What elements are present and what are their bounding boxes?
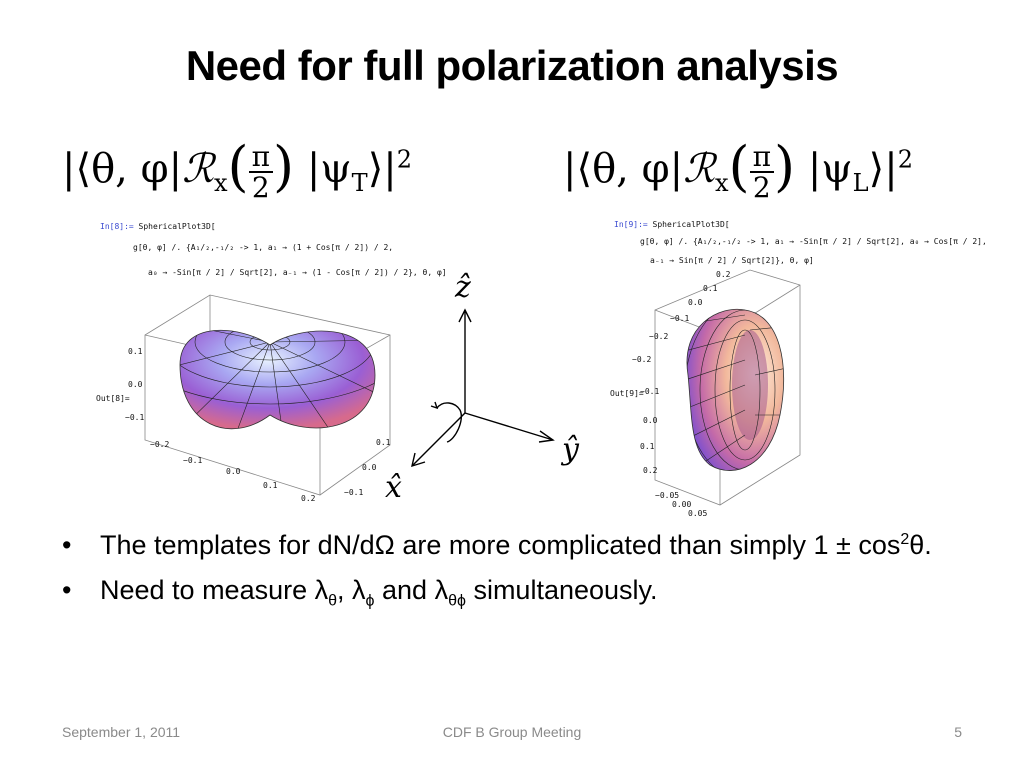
z-axis-label: ẑ	[455, 270, 471, 305]
plot-right-ftick-0: −0.05	[655, 491, 680, 500]
formula-right-ket: |ψ	[807, 146, 853, 192]
plot-right	[654, 269, 801, 506]
formula-left-operator: ℛ	[182, 146, 214, 192]
formula-right-ket-sub: L	[852, 169, 869, 197]
y-axis	[464, 412, 554, 441]
plot-right-ftick-1: 0.00	[672, 500, 692, 509]
plot-right-ltick-0: −0.2	[632, 355, 652, 364]
plot-right-ltick-1: −0.1	[640, 387, 660, 396]
plot-left-ftick-4: 0.2	[301, 494, 316, 503]
plot-left-vtick-2: −0.1	[125, 413, 145, 422]
footer-event: CDF B Group Meeting	[442, 724, 582, 740]
x-axis-label: x̂	[385, 470, 402, 505]
bullet-item: • Need to measure λθ, λϕ and λθϕ simulta…	[62, 575, 658, 610]
formula-left-prefix: |⟨θ, φ|	[62, 146, 183, 192]
plot-right-vtick-4: −0.2	[649, 332, 669, 341]
formula-right: |⟨θ, φ|ℛx(π 2) |ψL⟩|2	[563, 135, 913, 204]
formula-right-operator-sub: x	[715, 169, 729, 197]
code-left-line2: g[θ, φ] /. {A₁/₂,-₁/₂ -> 1, a₁ → (1 + Co…	[133, 243, 394, 252]
formula-left-power: 2	[396, 145, 413, 174]
plot-left-ftick-1: −0.1	[183, 456, 203, 465]
plot-left-vtick-1: 0.0	[128, 380, 143, 389]
plot-left-stick-1: 0.0	[362, 463, 377, 472]
code-right-in-label: In[9]:=	[614, 220, 648, 229]
coordinate-axes	[411, 308, 555, 468]
slide-title: Need for full polarization analysis	[185, 42, 839, 89]
code-right-line2: g[θ, φ] /. {A₁/₂,-₁/₂ -> 1, a₁ → -Sin[π …	[640, 237, 987, 246]
x-axis	[411, 412, 466, 467]
formula-left-operator-sub: x	[214, 169, 228, 197]
code-left-line1-row: In[8]:= SphericalPlot3D[	[100, 222, 216, 231]
formula-left-ket-sub: T	[351, 169, 368, 197]
bullet-item: • The templates for dN/dΩ are more compl…	[62, 530, 932, 560]
plot-right-ftick-2: 0.05	[688, 509, 708, 518]
code-right-out-label: Out[9]=	[610, 389, 644, 398]
plot-right-hole	[732, 330, 768, 440]
plot-right-vtick-2: 0.0	[688, 298, 703, 307]
formula-left: |⟨θ, φ|ℛx(π 2) |ψT⟩|2	[62, 135, 413, 204]
plot-left-ftick-3: 0.1	[263, 481, 278, 490]
formula-right-operator: ℛ	[683, 146, 715, 192]
rotation-arrow	[436, 402, 462, 443]
footer-page-number: 5	[954, 724, 962, 740]
plot-right-vtick-1: 0.1	[703, 284, 718, 293]
plot-left-ftick-2: 0.0	[226, 467, 241, 476]
formula-left-ket: |ψ	[306, 146, 352, 192]
plot-left-surface	[179, 329, 376, 430]
plot-left-vtick-0: 0.1	[128, 347, 143, 356]
code-right-line3: a₋₁ → Sin[π / 2] / Sqrt[2]}, θ, φ]	[650, 256, 814, 265]
plot-right-ltick-2: 0.0	[643, 416, 658, 425]
code-left-in-label: In[8]:=	[100, 222, 134, 231]
plot-right-vtick-0: 0.2	[716, 270, 731, 279]
plot-left-stick-2: −0.1	[344, 488, 364, 497]
formula-right-power: 2	[897, 145, 913, 174]
code-right-line1-row: In[9]:= SphericalPlot3D[	[614, 220, 730, 229]
bullet-list: • The templates for dN/dΩ are more compl…	[62, 528, 942, 622]
code-left-out-label: Out[8]=	[96, 394, 130, 403]
code-right-line1: SphericalPlot3D[	[652, 220, 730, 229]
formula-right-prefix: |⟨θ, φ|	[563, 146, 684, 192]
formula-left-suffix: ⟩|	[367, 146, 397, 192]
footer-date: September 1, 2011	[62, 724, 181, 740]
plot-left-stick-0: 0.1	[376, 438, 391, 447]
plot-right-ltick-4: 0.2	[643, 466, 658, 475]
plot-left	[144, 294, 391, 496]
code-left-line1: SphericalPlot3D[	[138, 222, 216, 231]
plot-left-ftick-0: −0.2	[150, 440, 170, 449]
plot-right-ltick-3: 0.1	[640, 442, 655, 451]
y-axis-label: ŷ	[562, 432, 579, 467]
plot-right-vtick-3: −0.1	[670, 314, 690, 323]
formula-right-suffix: ⟩|	[868, 146, 898, 192]
code-left-line3: a₀ → -Sin[π / 2] / Sqrt[2], a₋₁ → (1 - C…	[148, 268, 447, 277]
